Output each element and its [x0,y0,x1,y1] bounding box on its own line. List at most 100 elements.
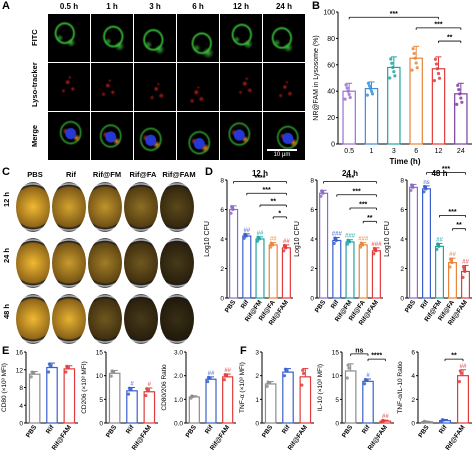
significance-stars: *** [263,187,271,194]
data-point [455,102,459,106]
y-tick-label: 10 [332,373,340,380]
petri-dish-image [88,294,122,344]
data-point [265,384,269,388]
data-point [332,241,336,246]
y-tick-label: 6 [400,207,404,214]
y-axis-label: NR@FAM in Lysosome (%) [313,35,320,120]
y-axis-label: Log10 CFU [204,221,211,257]
y-axis-label: Log10 CFU [384,221,391,257]
y-tick-label: 4 [310,237,314,244]
data-point [435,247,439,251]
data-point [366,81,371,85]
microscopy-cell-image [220,112,262,160]
dish-row-label: 24 h [2,247,11,263]
data-point [413,56,417,60]
data-point [270,243,275,247]
microscopy-cell-image [177,63,219,111]
panel-a-microscopy-grid: 0.5 h 1 h 3 h 6 h 12 h 24 h FITC Lyso-tracker Me… [0,0,310,162]
data-point [257,237,261,241]
data-point [414,61,418,65]
significance-stars: *** [359,202,367,209]
data-point [343,97,347,101]
data-point [433,57,438,61]
bar [108,372,121,424]
time-label: 24 h [275,2,292,11]
time-label: 0.5 h [59,2,79,11]
panel-label-e: E [2,345,10,357]
microscopy-cell-image [48,63,90,111]
y-tick-label: 2 [400,266,404,273]
data-point [424,187,428,191]
y-tick-label: 0 [255,421,259,428]
x-tick-label: 1 [370,148,374,155]
data-point [344,83,348,87]
y-tick-label: 8 [310,178,314,185]
x-tick-label: PBS [25,424,39,440]
data-point [463,269,467,274]
data-point [457,379,461,384]
x-tick-label: PBS [185,424,199,440]
x-axis-label: Time (h) [390,157,421,166]
bar [345,241,355,299]
y-axis-label: Log10 CFU [294,221,301,257]
x-tick-label: Rif [438,423,449,435]
significance-label: ## [283,239,290,245]
y-tick-label: 60 [327,62,335,69]
y-tick-label: 2 [255,373,259,380]
data-point [207,376,211,380]
significance-label: ## [208,371,215,377]
significance-label: ## [449,252,456,258]
data-point [66,366,70,370]
chart-title: 48 h [431,169,447,178]
petri-dish-image [160,238,194,288]
y-tick-label: 8 [220,178,224,185]
y-tick-label: 2.0 [174,373,183,380]
bar [46,366,58,424]
data-point [345,86,349,90]
data-point [48,364,52,368]
x-tick-label: Rif [281,423,292,435]
data-point [432,79,437,83]
data-point [422,190,426,194]
microscopy-cell-image [220,14,262,62]
significance-stars: **** [255,175,266,182]
significance-label: ## [224,368,231,374]
bar [364,87,379,145]
data-point [434,62,439,66]
data-point [367,84,372,88]
significance-label: # [130,382,134,388]
microscopy-cell-image [177,112,219,160]
y-tick-label: 8 [400,178,404,185]
y-tick-label: 4 [19,403,23,410]
x-tick-label: 0.5 [344,148,354,155]
data-point [282,374,287,378]
data-point [242,236,246,240]
y-tick-label: 0 [411,421,415,428]
row-label: Lyso-tracker [30,62,39,107]
significance-label: ns [423,180,429,186]
y-axis-label: TNF-α/IL-10 Ratio [397,361,404,414]
microscopy-cell-image [263,14,305,62]
data-point [388,76,392,80]
x-tick-label: Rif [361,423,372,435]
data-point [347,240,351,244]
data-point [191,394,195,399]
y-tick-label: 6 [220,207,224,214]
significance-stars: ** [447,35,453,42]
significance-label: ### [332,232,343,238]
y-axis-label: CD80/206 Ratio [161,364,168,411]
petri-dish-image [16,294,50,344]
data-point [300,383,304,387]
y-tick-label: 0 [331,142,335,149]
chart-title: 24 h [342,169,358,178]
y-tick-label: 0 [19,421,23,428]
y-tick-label: 20 [327,115,335,122]
petri-dish-image [124,294,158,344]
bar [28,373,41,424]
petri-dish-image [52,182,86,232]
row-label: Merge [30,124,39,148]
data-point [362,382,367,386]
data-point [441,418,445,422]
